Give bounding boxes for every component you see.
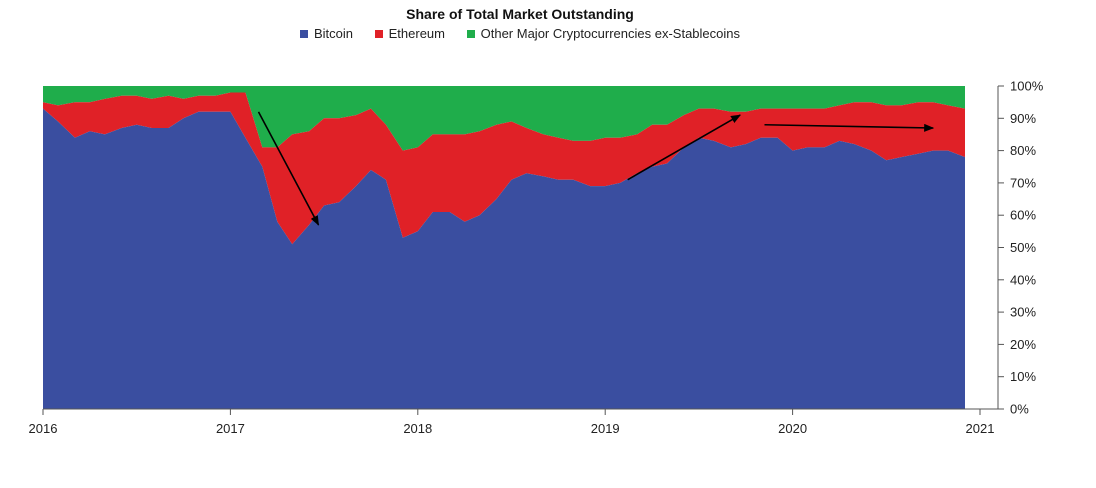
trend-arrow	[627, 114, 741, 181]
legend-swatch-bitcoin	[299, 30, 308, 38]
x-tick-label: 2020	[778, 421, 807, 436]
y-tick-label: 100%	[1010, 79, 1044, 94]
x-tick-label: 2018	[403, 421, 432, 436]
trend-arrow	[764, 123, 935, 132]
area-bitcoin	[43, 108, 965, 409]
legend-item-bitcoin: Bitcoin	[299, 26, 353, 41]
y-tick-label: 40%	[1010, 272, 1036, 287]
legend-label-ethereum: Ethereum	[388, 26, 445, 41]
legend-label-other: Other Major Cryptocurrencies ex-Stableco…	[480, 26, 741, 41]
y-tick-label: 10%	[1010, 369, 1036, 384]
trend-arrow	[257, 111, 320, 226]
y-tick-label: 0%	[1010, 402, 1029, 417]
y-tick-label: 90%	[1010, 111, 1036, 126]
legend-item-ethereum: Ethereum	[374, 26, 445, 41]
axis-layer: 0% 10% 20% 30% 40% 50% 60% 70% 80% 90% 100% 2016 201…	[29, 79, 1044, 437]
legend-swatch-ethereum	[374, 30, 383, 38]
x-tick-label: 2017	[216, 421, 245, 436]
y-tick-label: 60%	[1010, 208, 1036, 223]
y-tick-label: 30%	[1010, 305, 1036, 320]
legend-label-bitcoin: Bitcoin	[313, 26, 353, 41]
x-tick-label: 2016	[29, 421, 58, 436]
legend-swatch-other	[466, 30, 475, 38]
legend-item-other: Other Major Cryptocurrencies ex-Stableco…	[466, 26, 741, 41]
x-tick-label: 2019	[591, 421, 620, 436]
y-tick-label: 70%	[1010, 175, 1036, 190]
x-tick-label: 2021	[966, 421, 995, 436]
y-tick-label: 50%	[1010, 240, 1036, 255]
area-ethereum	[43, 92, 965, 245]
series-layer	[43, 86, 965, 409]
annotation-layer	[257, 111, 935, 226]
y-tick-label: 80%	[1010, 143, 1036, 158]
chart-title: Share of Total Market Outstanding	[406, 6, 634, 22]
legend: Bitcoin Ethereum Other Major Cryptocurre…	[0, 26, 1040, 41]
area-other-major-cryptocurrencies-ex-stablecoins	[43, 86, 965, 151]
y-tick-label: 20%	[1010, 337, 1036, 352]
